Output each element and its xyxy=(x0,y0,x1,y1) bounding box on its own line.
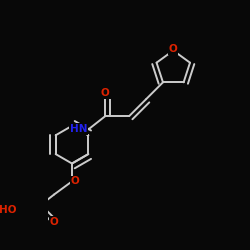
Text: O: O xyxy=(169,44,178,54)
Text: O: O xyxy=(50,217,59,227)
Text: O: O xyxy=(70,176,79,186)
Text: O: O xyxy=(101,88,110,98)
Text: HO: HO xyxy=(0,205,17,215)
Text: HN: HN xyxy=(70,124,87,134)
